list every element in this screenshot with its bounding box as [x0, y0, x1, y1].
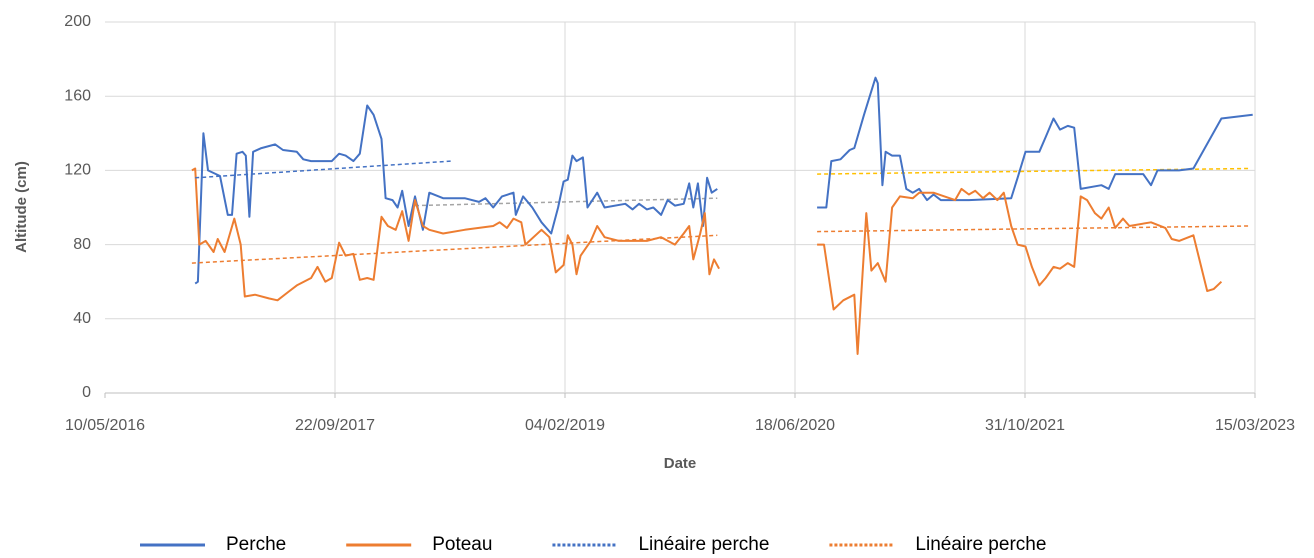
- y-tick-label: 200: [64, 13, 91, 30]
- trendline: [191, 225, 1249, 264]
- legend-label: Linéaire perche: [915, 534, 1046, 555]
- x-axis-title: Date: [664, 455, 697, 472]
- y-tick-label: 0: [82, 384, 91, 401]
- x-tick-label: 15/03/2023: [1215, 417, 1295, 434]
- legend-label: Perche: [226, 534, 286, 555]
- x-tick-label: 22/09/2017: [295, 417, 375, 434]
- y-axis-title: Altitude (cm): [13, 161, 30, 253]
- x-tick-label: 10/05/2016: [65, 417, 145, 434]
- y-tick-label: 160: [64, 87, 91, 104]
- y-tick-label: 40: [73, 310, 91, 327]
- y-tick-label: 80: [73, 236, 91, 253]
- legend-label: Poteau: [432, 534, 492, 555]
- legend-label: Linéaire perche: [638, 534, 769, 555]
- x-tick-label: 04/02/2019: [525, 417, 605, 434]
- x-tick-label: 31/10/2021: [985, 417, 1065, 434]
- y-tick-label: 120: [64, 162, 91, 179]
- series-line: [191, 167, 1223, 355]
- trendline: [195, 160, 451, 179]
- series-line: [194, 76, 1253, 285]
- trendline: [414, 197, 718, 207]
- x-tick-label: 18/06/2020: [755, 417, 835, 434]
